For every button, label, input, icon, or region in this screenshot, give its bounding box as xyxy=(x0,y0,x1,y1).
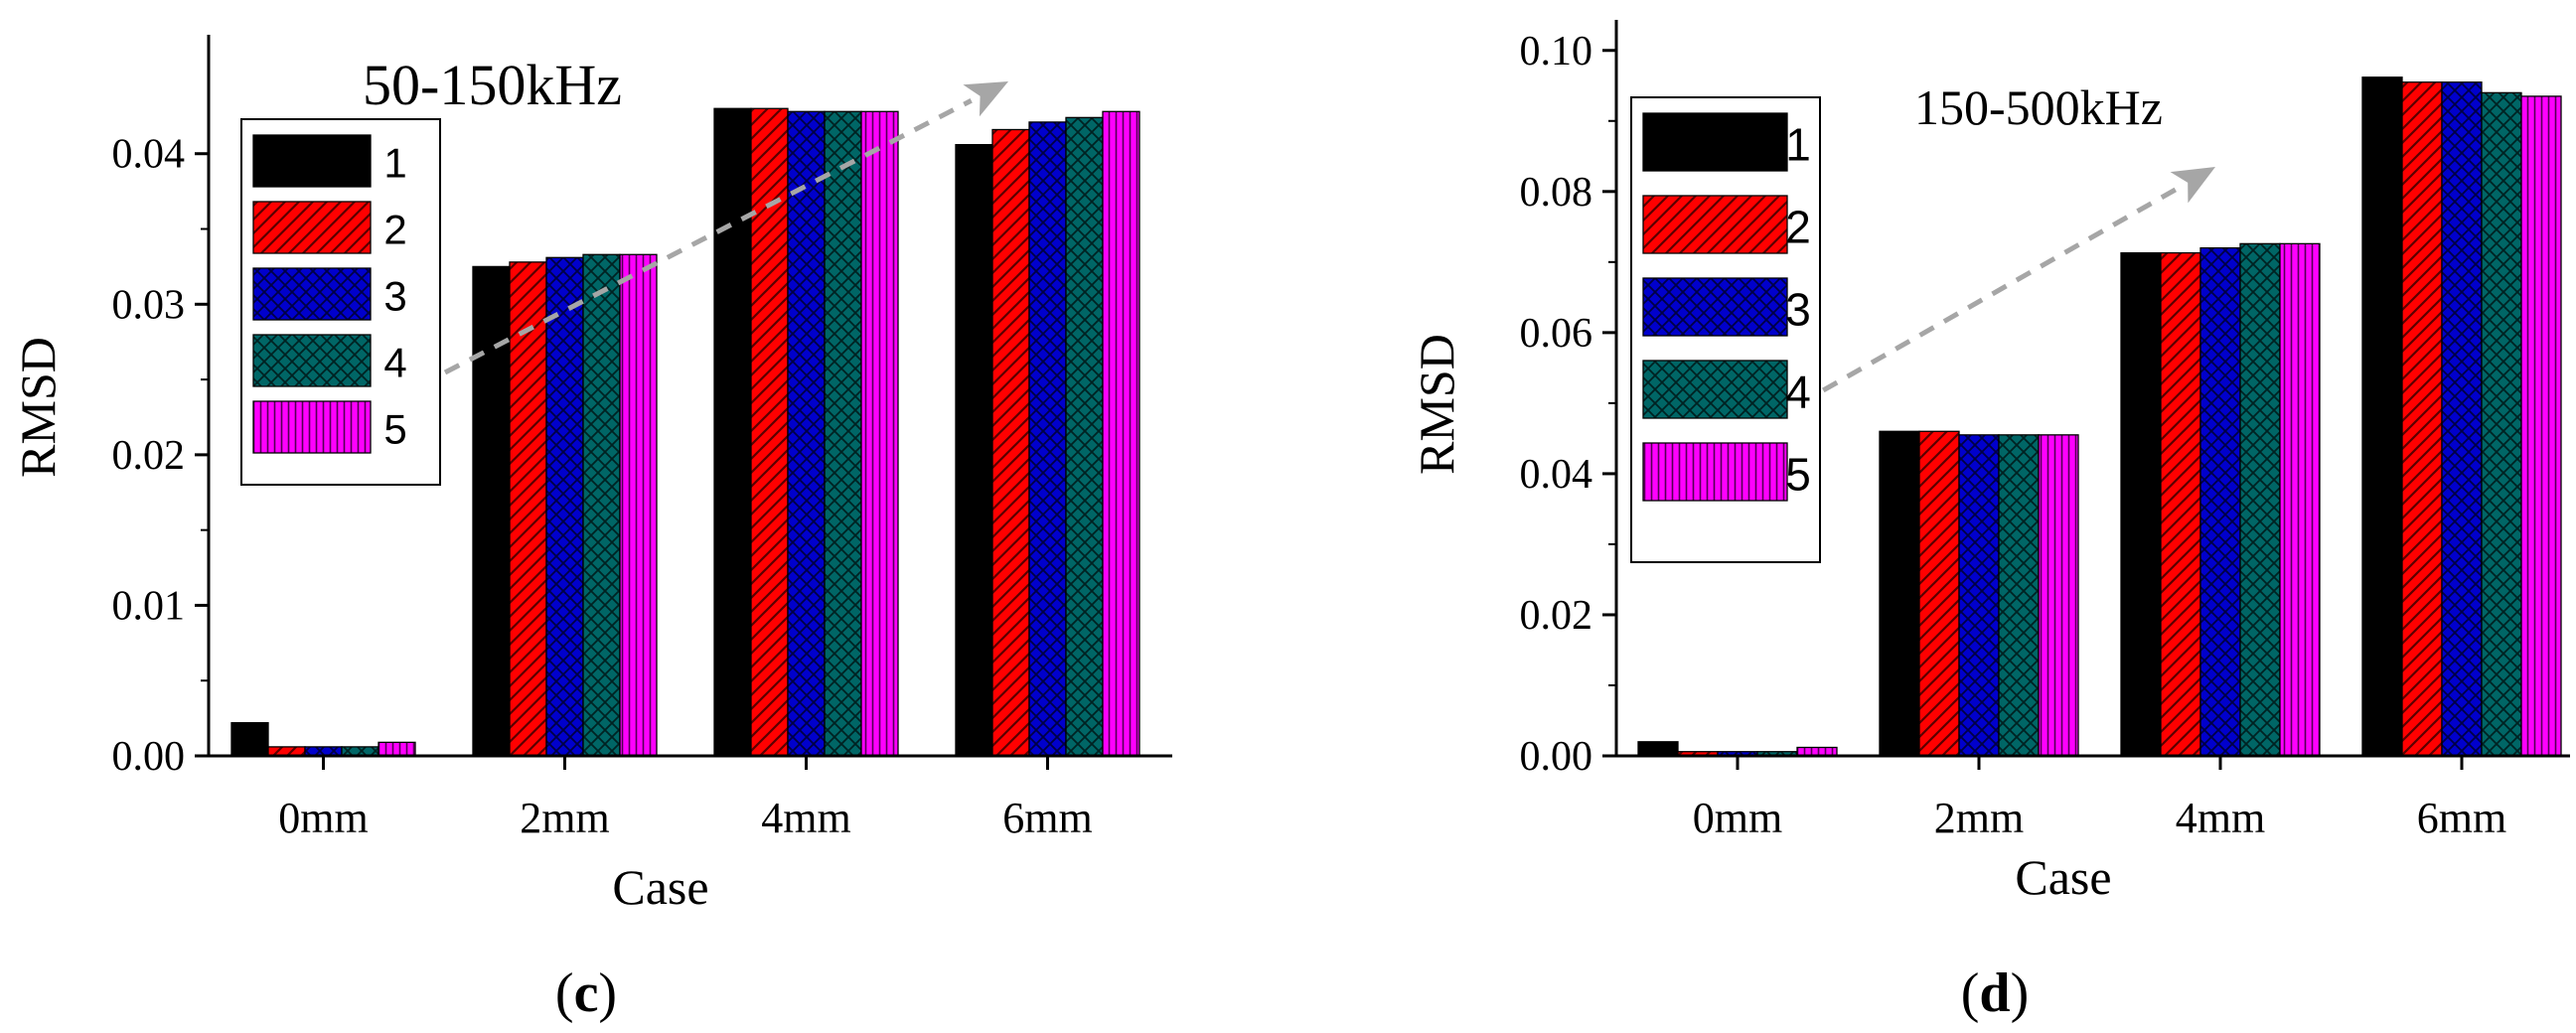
legend-label-2: 2 xyxy=(383,207,406,253)
legend-swatch-1 xyxy=(1642,112,1788,172)
bar-2mm-series-4 xyxy=(582,253,621,757)
bar-4mm-series-3 xyxy=(787,110,826,757)
legend-swatch-3 xyxy=(1642,277,1788,337)
panel-label-close-paren: ) xyxy=(2011,962,2030,1024)
y-tick-label: 0.04 xyxy=(1520,452,1593,498)
y-ticks: 0.00 0.02 0.04 0.06 0.08 0.10 xyxy=(1520,29,1616,780)
y-tick-label: 0.10 xyxy=(1520,29,1593,74)
bar-6mm-series-5 xyxy=(1102,110,1140,757)
legend-swatch-4 xyxy=(252,334,372,387)
legend-label-5: 5 xyxy=(383,406,406,453)
bar-2mm-series-4 xyxy=(1998,434,2040,757)
bar-2mm-series-5 xyxy=(619,253,658,757)
bar-6mm-series-3 xyxy=(1028,121,1067,757)
bars xyxy=(230,107,1140,757)
legend-swatch-4 xyxy=(1642,360,1788,419)
legend-label-5: 5 xyxy=(1785,449,1811,501)
bar-4mm-series-1 xyxy=(713,107,752,757)
bar-6mm-series-1 xyxy=(2361,76,2403,757)
panel-label-open-paren: ( xyxy=(1961,962,1980,1024)
legend: 1 2 3 4 5 xyxy=(1630,96,1821,563)
panel-label: (c) xyxy=(555,962,617,1024)
legend-swatch-2 xyxy=(252,201,372,254)
y-tick-label: 0.00 xyxy=(112,734,186,780)
panel-label: (d) xyxy=(1961,962,2029,1024)
x-tick-label-2mm: 2mm xyxy=(1934,794,2024,842)
x-tick-label-2mm: 2mm xyxy=(520,794,609,842)
bar-2mm-series-3 xyxy=(1958,434,2000,757)
legend-label-1: 1 xyxy=(1785,119,1811,171)
panel-label-close-paren: ) xyxy=(598,962,617,1024)
legend-swatch-1 xyxy=(252,134,372,188)
y-tick-label: 0.03 xyxy=(112,282,186,328)
bar-0mm-series-1 xyxy=(230,722,269,757)
legend-label-2: 2 xyxy=(1785,202,1811,253)
bar-4mm-series-1 xyxy=(2120,251,2162,757)
bar-6mm-series-3 xyxy=(2441,81,2483,757)
y-tick-label: 0.00 xyxy=(1520,734,1593,780)
legend-swatch-5 xyxy=(1642,442,1788,502)
bar-0mm-series-5 xyxy=(378,741,416,757)
legend: 1 2 3 4 5 xyxy=(240,118,441,486)
frequency-annotation: 150-500kHz xyxy=(1914,79,2163,135)
panel-label-open-paren: ( xyxy=(555,962,574,1024)
bar-6mm-series-2 xyxy=(2401,81,2443,757)
bar-2mm-series-2 xyxy=(509,261,547,757)
bar-2mm-series-3 xyxy=(545,256,584,757)
trend-arrow-head xyxy=(2170,167,2215,204)
legend-label-4: 4 xyxy=(1785,367,1811,418)
x-ticks: 0mm 2mm 4mm 6mm xyxy=(1693,756,2506,842)
bar-4mm-series-2 xyxy=(750,107,789,757)
y-tick-label: 0.06 xyxy=(1520,311,1593,357)
bar-0mm-series-1 xyxy=(1637,741,1679,757)
x-tick-label-4mm: 4mm xyxy=(761,794,850,842)
y-tick-label: 0.02 xyxy=(1520,593,1593,639)
bar-2mm-series-2 xyxy=(1918,430,1960,757)
legend-label-3: 3 xyxy=(1785,284,1811,336)
bar-6mm-series-5 xyxy=(2520,95,2562,757)
y-tick-label: 0.02 xyxy=(112,433,186,479)
y-axis-title: RMSD xyxy=(10,337,66,478)
bar-4mm-series-4 xyxy=(2239,242,2281,757)
trend-arrow xyxy=(1652,185,2181,490)
chart-panel-c: 0.00 0.01 0.02 0.03 0.04 0mm 2mm 4mm 6mm Case RMSD… xyxy=(10,35,1172,1024)
bar-4mm-series-5 xyxy=(860,110,899,757)
y-ticks: 0.00 0.01 0.02 0.03 0.04 xyxy=(112,132,209,780)
y-tick-label: 0.01 xyxy=(112,583,186,629)
bar-2mm-series-1 xyxy=(1879,430,1920,757)
legend-label-1: 1 xyxy=(383,140,406,187)
x-axis-title: Case xyxy=(2015,849,2111,905)
legend-label-3: 3 xyxy=(383,273,406,320)
panel-label-letter: c xyxy=(574,962,599,1024)
x-tick-label-6mm: 6mm xyxy=(1002,794,1092,842)
panel-label-letter: d xyxy=(1979,962,2010,1024)
bar-4mm-series-2 xyxy=(2160,251,2201,757)
legend-swatch-5 xyxy=(252,400,372,454)
x-tick-label-4mm: 4mm xyxy=(2176,794,2265,842)
x-tick-label-0mm: 0mm xyxy=(1693,794,1782,842)
x-tick-label-6mm: 6mm xyxy=(2417,794,2506,842)
legend-swatch-3 xyxy=(252,267,372,321)
y-tick-label: 0.04 xyxy=(112,132,186,178)
bar-6mm-series-1 xyxy=(955,143,993,757)
bar-6mm-series-4 xyxy=(1065,116,1104,757)
x-tick-label-0mm: 0mm xyxy=(278,794,368,842)
legend-swatch-2 xyxy=(1642,195,1788,254)
y-tick-label: 0.08 xyxy=(1520,170,1593,216)
legend-label-4: 4 xyxy=(383,340,406,386)
y-axis-title: RMSD xyxy=(1409,334,1464,475)
x-axis-title: Case xyxy=(612,859,708,915)
bar-6mm-series-4 xyxy=(2481,91,2522,757)
frequency-annotation: 50-150kHz xyxy=(363,53,622,117)
bar-4mm-series-5 xyxy=(2279,242,2321,757)
bar-4mm-series-4 xyxy=(824,110,862,757)
bar-2mm-series-5 xyxy=(2038,434,2079,757)
chart-panel-d: 0.00 0.02 0.04 0.06 0.08 0.10 0mm 2mm 4mm 6mm Case… xyxy=(1409,20,2570,1024)
bar-6mm-series-2 xyxy=(991,128,1030,757)
x-ticks: 0mm 2mm 4mm 6mm xyxy=(278,756,1093,842)
trend-arrow xyxy=(443,98,973,375)
trend-arrow-head xyxy=(963,81,1008,117)
bar-4mm-series-3 xyxy=(2199,246,2241,757)
